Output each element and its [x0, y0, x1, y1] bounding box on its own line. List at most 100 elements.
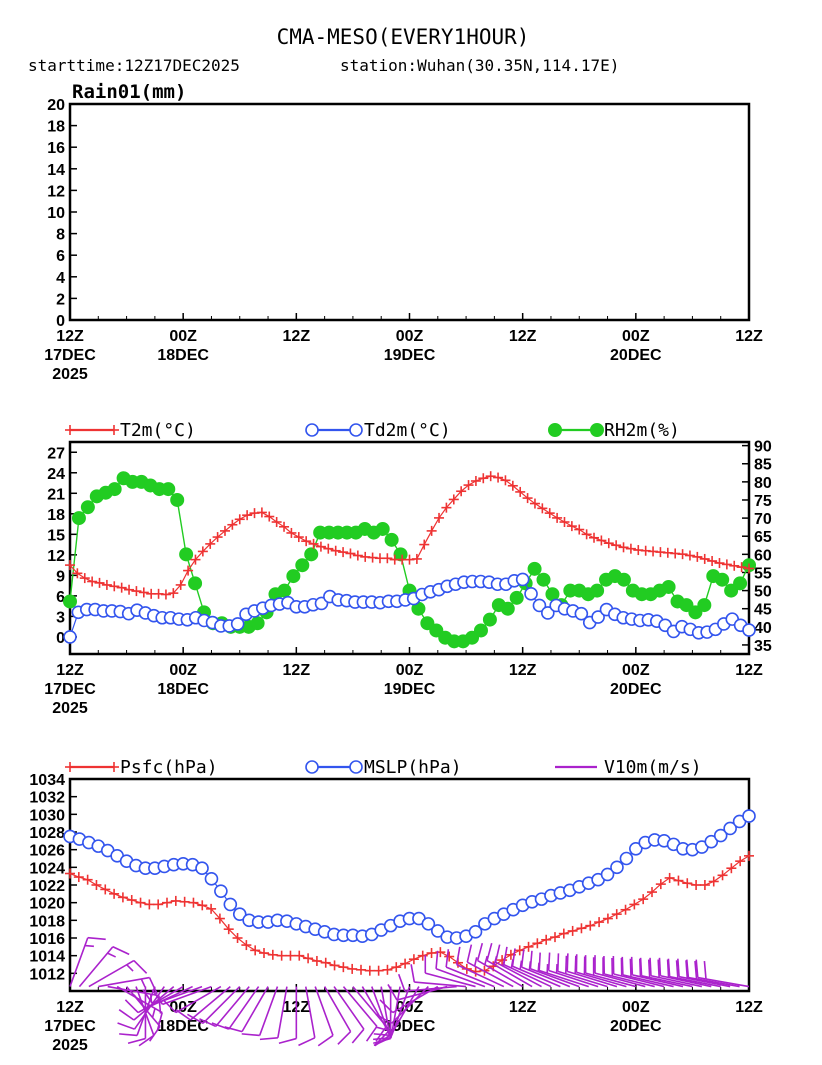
pressure-panel: Psfc(hPa) MSLP(hPa) V10m(m/s) 1012101410…	[29, 757, 763, 1054]
wind-barb-feather	[503, 946, 508, 965]
mslp-point	[468, 925, 483, 939]
wind-barb-staff	[323, 986, 352, 1033]
rain-y-tick-label: 10	[47, 205, 65, 222]
wind-barb-staff	[314, 986, 334, 1036]
wind-barb	[612, 955, 665, 988]
wind-barb-feather	[224, 1026, 243, 1033]
temperature-x-tick-label: 19DEC	[384, 681, 436, 698]
pressure-y-tick-label: 1032	[29, 790, 65, 807]
rain-x-axis: 12Z 17DEC 2025 00Z 18DEC 12Z 00Z 19DEC 12Z 00Z 20D…	[44, 313, 763, 383]
rh2m-point	[286, 569, 301, 584]
wind-barb-staff	[613, 973, 665, 988]
wind-barb	[259, 986, 288, 1041]
rain-x-tick-label: 20DEC	[610, 347, 662, 364]
rh2m-point	[616, 572, 631, 587]
t2m-point	[559, 517, 570, 528]
wind-barb-staff	[477, 959, 524, 988]
t2m-point	[544, 508, 555, 519]
mslp-point	[223, 897, 238, 912]
wind-barb-feather	[445, 949, 450, 968]
t2m-point	[279, 521, 290, 532]
t2m-point	[124, 584, 135, 595]
pressure-y-axis: 1012101410161018102010221024102610281030…	[29, 772, 77, 983]
temperature-panel: T2m(°C) Td2m(°C) RH2m(%) 0 3 6 9 12 15 18 21 24 2…	[44, 420, 772, 717]
rh-y-tick-label: 60	[754, 547, 772, 564]
psfc-point	[373, 965, 384, 976]
td2m-point	[515, 572, 530, 587]
wind-barb-staff	[107, 985, 160, 997]
wind-barb-feather	[638, 958, 642, 977]
rh2m-legend: RH2m(%)	[548, 420, 680, 441]
wind-barb-feather	[241, 1033, 260, 1037]
temperature-y-tick-label: 15	[47, 527, 65, 544]
temperature-x-tick-label: 00Z	[622, 662, 650, 679]
wind-barb-feather	[494, 944, 501, 963]
rh2m-point	[63, 594, 77, 609]
wind-barb-feather	[149, 1025, 161, 1042]
wind-barb	[685, 959, 740, 988]
wind-barb	[410, 964, 467, 988]
rain-panel: Rain01(mm) 0 2 4 6 8 10 12 14 16 18 20 12Z 17DEC 202…	[44, 81, 763, 383]
psfc-series	[65, 850, 754, 977]
t2m-point	[256, 507, 267, 518]
td2m-point	[574, 606, 589, 621]
wind-barb-staff	[512, 965, 561, 988]
wind-barb	[594, 955, 646, 988]
wind-barb-staff	[688, 976, 740, 988]
wind-barb	[133, 985, 193, 1010]
t2m-point	[411, 553, 422, 564]
wind-barb-staff	[88, 959, 135, 988]
wind-barb-feather	[621, 956, 624, 975]
wind-barb-feather	[387, 984, 398, 1001]
wind-barb-feather	[156, 1012, 163, 1031]
psfc-point	[126, 895, 137, 906]
rain-x-tick-label: 00Z	[396, 328, 424, 345]
wind-barb-staff	[604, 973, 655, 988]
wind-barb	[211, 986, 260, 1030]
wind-barb-feather	[259, 1036, 278, 1041]
wind-barb-feather	[520, 949, 525, 968]
psfc-point	[206, 903, 217, 914]
wind-barb-feather	[124, 999, 139, 1014]
rh-y-tick-label: 40	[754, 620, 772, 637]
rh2m-point	[697, 598, 712, 613]
pressure-x-tick-label: 00Z	[622, 999, 650, 1016]
temperature-x-axis: 12Z 17DEC 2025 00Z 18DEC 12Z 00Z 19DEC 12Z 00Z 20D…	[44, 647, 763, 717]
t2m-point	[611, 540, 622, 551]
wind-barb	[658, 957, 712, 988]
t2m-point	[714, 558, 725, 569]
psfc-point	[550, 932, 560, 943]
wind-barb	[667, 958, 721, 988]
pressure-x-tick-label: 12Z	[509, 999, 537, 1016]
mslp-legend-marker	[305, 760, 363, 774]
wind-barb-feather	[667, 958, 671, 977]
psfc-point	[179, 896, 190, 907]
t2m-point	[566, 521, 577, 532]
t2m-point	[131, 586, 142, 597]
rain-y-tick-label: 16	[47, 140, 65, 157]
wind-barb	[466, 944, 514, 988]
temperature-y-tick-label: 6	[56, 589, 65, 606]
temperature-x-tick-label: 00Z	[396, 662, 424, 679]
psfc-point	[117, 892, 128, 903]
wind-barb-staff	[136, 986, 156, 1036]
t2m-point	[441, 502, 452, 513]
psfc-point	[311, 955, 322, 966]
wind-barb-staff	[503, 963, 552, 988]
rain-x-tick-label: 2025	[52, 366, 88, 383]
pressure-x-tick-label: 12Z	[56, 999, 84, 1016]
t2m-point	[190, 554, 201, 565]
wind-barb	[435, 950, 486, 988]
psfc-point	[303, 953, 314, 964]
t2m-point	[677, 549, 688, 560]
psfc-point	[691, 880, 702, 890]
wind-barb-staff	[632, 974, 684, 988]
t2m-point	[65, 560, 75, 571]
psfc-point	[170, 895, 181, 906]
wind-barb-feather	[564, 955, 568, 974]
psfc-point	[144, 899, 155, 910]
wind-barb-feather	[87, 936, 106, 941]
wind-barb-feather	[126, 964, 134, 972]
wind-barb-staff	[116, 985, 163, 1014]
